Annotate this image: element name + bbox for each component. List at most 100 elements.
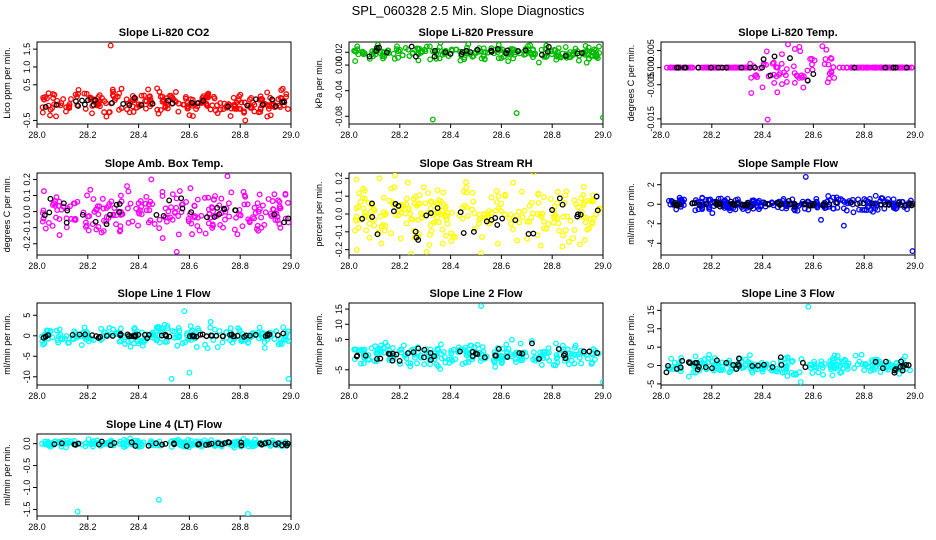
data-point [693, 359, 700, 366]
data-point [109, 332, 116, 339]
data-point [895, 200, 902, 207]
outlier-point [148, 176, 155, 183]
data-point [156, 225, 163, 232]
data-point [269, 198, 276, 205]
data-point [244, 339, 251, 346]
data-point [162, 440, 169, 447]
data-point [746, 352, 753, 359]
data-point [463, 179, 470, 186]
outlier-point [802, 173, 809, 180]
data-point [252, 210, 259, 216]
data-point [763, 48, 770, 55]
data-point [492, 352, 499, 359]
x-tick-label: 29.0 [906, 130, 924, 140]
data-point [813, 195, 820, 202]
data-point [417, 49, 424, 56]
data-point [535, 199, 542, 206]
data-point [574, 213, 581, 220]
x-tick-label: 28.2 [391, 391, 409, 401]
data-point [239, 223, 246, 230]
data-point [258, 214, 265, 221]
data-point [392, 200, 399, 207]
data-point [741, 202, 748, 208]
data-point [141, 331, 148, 338]
data-point [499, 215, 506, 222]
data-point [169, 216, 176, 223]
data-point [60, 200, 67, 207]
data-point [189, 231, 195, 238]
y-tick-label: -1.0 [22, 480, 32, 496]
data-point [262, 209, 269, 216]
data-point [378, 342, 385, 349]
data-point [457, 209, 464, 216]
data-point [225, 439, 232, 445]
x-tick-label: 28.2 [703, 261, 721, 271]
x-tick-label: 28.4 [754, 130, 772, 140]
data-point [82, 443, 89, 450]
data-point [591, 46, 598, 53]
data-point [828, 55, 835, 62]
data-point [173, 195, 180, 202]
data-point [373, 48, 380, 54]
panel-grid: Slope Li-820 CO2 Lico ppm per min. 28.0 28.… [2, 27, 924, 532]
y-tick-label: -1.5 [22, 502, 32, 518]
data-point [176, 188, 183, 195]
data-point [481, 56, 488, 63]
x-tick-label: 28.8 [855, 261, 873, 271]
data-point [540, 194, 547, 201]
data-point [462, 359, 469, 366]
outlier-point [805, 303, 812, 310]
data-point [435, 363, 442, 370]
data-point [519, 350, 526, 357]
data-point [398, 349, 405, 356]
outlier-point [478, 250, 485, 255]
data-point [469, 53, 476, 60]
data-point [386, 357, 393, 363]
data-point [272, 103, 279, 110]
data-point [276, 205, 283, 212]
data-point [203, 102, 210, 108]
data-point [574, 50, 581, 57]
data-point [784, 355, 791, 362]
x-tick-label: 28.0 [340, 391, 358, 401]
x-tick-label: 28.4 [442, 261, 460, 271]
data-point [678, 355, 685, 361]
data-point [408, 250, 415, 255]
data-point [175, 213, 182, 220]
panel-2: Slope Li-820 Pressure kPa per min. 28.0 28.… [314, 27, 612, 140]
data-point [190, 333, 197, 340]
data-point [43, 95, 50, 102]
data-point [169, 191, 176, 198]
x-tick-label: 29.0 [282, 522, 300, 532]
data-point [40, 341, 47, 348]
data-point [369, 214, 376, 220]
data-point [829, 372, 836, 379]
data-point [133, 205, 140, 212]
data-point [513, 359, 520, 365]
x-tick-label: 28.4 [130, 391, 148, 401]
data-point [748, 74, 755, 81]
data-point [576, 241, 583, 248]
data-point [432, 218, 439, 225]
data-point [257, 440, 264, 447]
data-point [882, 64, 889, 71]
data-point [509, 226, 516, 233]
data-point [871, 366, 878, 373]
data-point [755, 200, 761, 206]
data-point [226, 213, 233, 220]
data-point [117, 330, 124, 337]
data-point [891, 369, 898, 376]
data-point [437, 341, 444, 348]
data-point [72, 98, 79, 105]
data-point [594, 350, 601, 356]
x-tick-label: 28.6 [181, 261, 199, 271]
data-point [467, 342, 474, 349]
data-point [843, 64, 850, 71]
data-point [562, 52, 569, 59]
data-point [357, 199, 364, 205]
y-axis-label: percent per min. [314, 181, 324, 246]
data-point [245, 443, 252, 450]
data-point [146, 207, 153, 214]
data-point [553, 56, 560, 63]
data-point [459, 361, 466, 368]
